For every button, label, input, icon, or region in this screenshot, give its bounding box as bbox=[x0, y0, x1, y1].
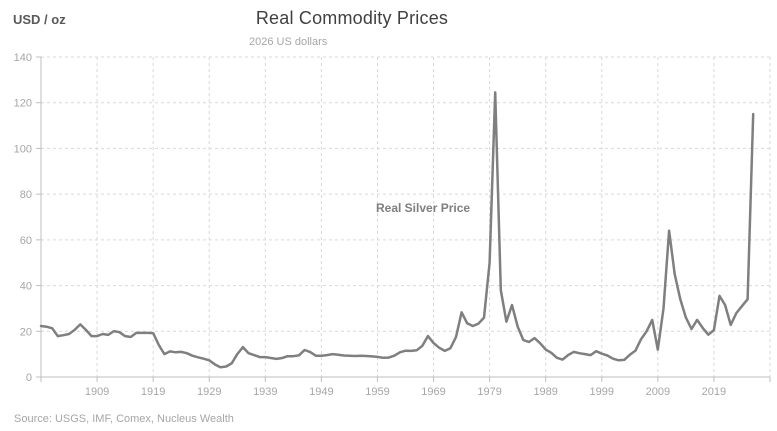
y-tick-label: 120 bbox=[14, 98, 32, 110]
series-label-annotation: Real Silver Price bbox=[376, 201, 471, 215]
x-tick-label: 1959 bbox=[365, 386, 389, 398]
x-tick-label: 1989 bbox=[533, 386, 557, 398]
y-tick-label: 0 bbox=[26, 372, 32, 384]
x-tick-label: 2019 bbox=[702, 386, 726, 398]
chart-title: Real Commodity Prices bbox=[255, 8, 449, 28]
chart-subtitle: 2026 US dollars bbox=[249, 36, 328, 48]
x-tick-label: 1919 bbox=[141, 386, 165, 398]
x-tick-label: 1929 bbox=[197, 386, 221, 398]
source-note: Source: USGS, IMF, Comex, Nucleus Wealth bbox=[14, 413, 234, 425]
y-axis-title: USD / oz bbox=[13, 12, 66, 27]
y-tick-label: 20 bbox=[20, 326, 32, 338]
x-tick-label: 1999 bbox=[590, 386, 614, 398]
y-tick-label: 80 bbox=[20, 189, 32, 201]
x-tick-label: 1969 bbox=[421, 386, 445, 398]
y-tick-label: 100 bbox=[14, 143, 32, 155]
y-tick-label: 60 bbox=[20, 235, 32, 247]
x-tick-label: 1949 bbox=[309, 386, 333, 398]
y-tick-label: 40 bbox=[20, 281, 32, 293]
x-tick-label: 2009 bbox=[646, 386, 670, 398]
silver-price-line bbox=[39, 91, 755, 369]
x-tick-label: 1909 bbox=[85, 386, 109, 398]
x-tick-label: 1939 bbox=[253, 386, 277, 398]
x-tick-label: 1979 bbox=[477, 386, 501, 398]
y-tick-label: 140 bbox=[14, 52, 32, 64]
